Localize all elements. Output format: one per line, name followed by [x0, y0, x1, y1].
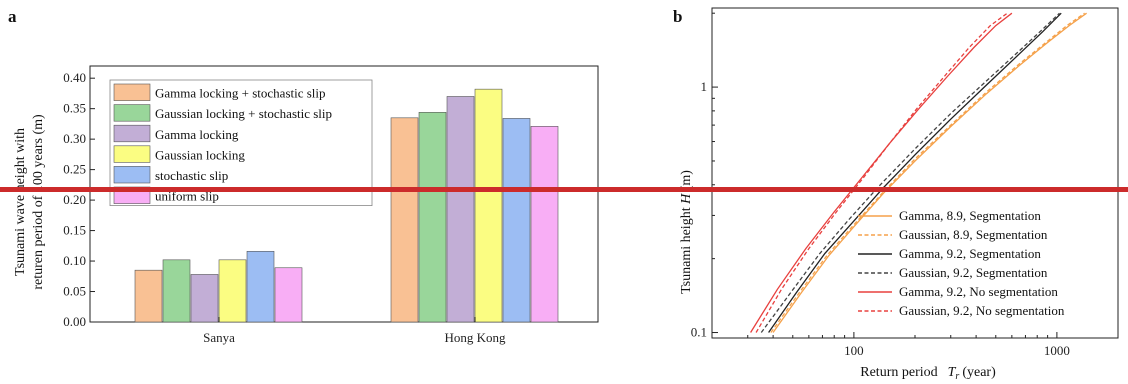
- line-series: [755, 12, 1008, 333]
- bar-legend-swatch: [113, 166, 151, 184]
- bar-ylabel-line2: returen period of 100 years (m): [31, 114, 46, 290]
- bar-ytick-label: 0.00: [63, 314, 86, 329]
- bar: [134, 269, 163, 323]
- bar-plot-frame: [89, 65, 599, 323]
- bar: [218, 259, 247, 323]
- line-series: [768, 12, 1062, 333]
- bar-ytick-label: 0.20: [63, 192, 86, 207]
- bar: [162, 259, 191, 323]
- bar-category-label: Hong Kong: [444, 330, 506, 345]
- bar-ytick-label: 0.05: [63, 284, 86, 299]
- line-xlabel-symbol: T: [948, 365, 957, 380]
- bar-ylabel-line1: Tsunami wave height with: [13, 128, 28, 276]
- line-xlabel-main: Return period: [860, 365, 937, 380]
- bar-legend-label: Gamma locking + stochastic slip: [155, 86, 326, 101]
- bar: [502, 118, 531, 323]
- line-legend-label: Gamma, 9.2, Segmentation: [899, 246, 1041, 261]
- bar-legend-label: Gamma locking: [155, 127, 239, 142]
- line-legend-label: Gamma, 9.2, No segmentation: [899, 284, 1058, 299]
- bar-legend-swatch: [113, 124, 151, 143]
- bar-ytick-label: 0.30: [63, 131, 86, 146]
- bar-legend-label: Gaussian locking + stochastic slip: [155, 106, 332, 121]
- line-legend-label: Gaussian, 8.9, Segmentation: [899, 227, 1048, 242]
- bar-ytick-label: 0.35: [63, 101, 86, 116]
- bar: [418, 112, 447, 323]
- bar: [190, 274, 219, 323]
- bar: [446, 96, 475, 323]
- line-ylabel-unit: (m): [679, 170, 694, 191]
- line-series: [760, 12, 1060, 333]
- line-legend-label: Gaussian, 9.2, No segmentation: [899, 303, 1065, 318]
- line-xtick-label: 1000: [1044, 343, 1070, 358]
- line-xlabel-subscript: r: [955, 371, 959, 382]
- line-ylabel: Tsunami height H (m): [679, 170, 694, 294]
- line-series: [770, 12, 1085, 333]
- bar-chart-panel: 0.00 0.05 0.10 0.15 0.20 0.25 0.30 0.35 0.40 Sany…: [63, 65, 599, 345]
- bar-legend-box: [109, 79, 373, 206]
- bar-category-label: Sanya: [203, 330, 235, 345]
- bar: [474, 88, 503, 323]
- bar: [246, 250, 275, 323]
- line-xlabel-unit: (year): [962, 365, 996, 380]
- panel-b-label: b: [673, 7, 682, 26]
- bar-legend-swatch: [113, 104, 151, 122]
- line-ylabel-symbol: H: [679, 193, 694, 205]
- panel-a-label: a: [8, 7, 17, 26]
- line-ylabel-main: Tsunami height: [679, 207, 694, 294]
- bar: [390, 117, 419, 323]
- line-ytick-label: 0.1: [691, 325, 707, 340]
- bar-legend-label: stochastic slip: [155, 168, 228, 183]
- bar-legend-swatch: [113, 145, 151, 163]
- line-legend-label: Gaussian, 9.2, Segmentation: [899, 265, 1048, 280]
- bar: [530, 126, 559, 323]
- line-ytick-label: 1: [701, 79, 708, 94]
- line-series: [750, 12, 1013, 333]
- bar-legend-label: uniform slip: [155, 189, 219, 204]
- bar-ytick-label: 0.25: [63, 162, 86, 177]
- red-divider-line: [0, 187, 1128, 192]
- line-chart-panel: 100 1000 0.1 1 Gamma, 8.9, Segmentation Gauss…: [691, 7, 1119, 358]
- line-xtick-label: 100: [844, 343, 864, 358]
- bar-legend-swatch: [113, 83, 151, 101]
- line-curves: [750, 12, 1087, 333]
- line-xlabel: Return period Tr (year): [860, 365, 996, 382]
- line-series: [772, 12, 1087, 333]
- bar-ytick-label: 0.40: [63, 70, 86, 85]
- bar-legend-label: Gaussian locking: [155, 147, 245, 162]
- bar-ytick-label: 0.15: [63, 223, 86, 238]
- bar: [274, 267, 303, 323]
- line-legend-label: Gamma, 8.9, Segmentation: [899, 208, 1041, 223]
- bar-ytick-label: 0.10: [63, 253, 86, 268]
